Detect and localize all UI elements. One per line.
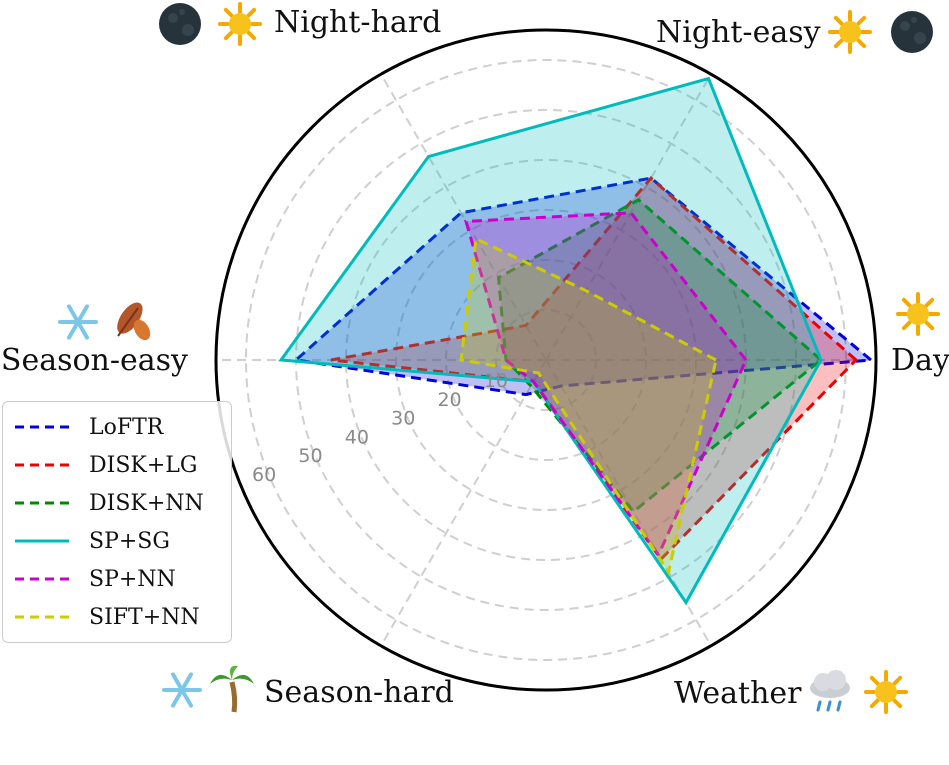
radar-series (278, 76, 875, 606)
sun-icon (864, 670, 908, 714)
legend: LoFTR DISK+LG DISK+NN SP+SG SP+NN SIFT+NN (2, 401, 232, 643)
legend-entry-sp-sg: SP+SG (13, 522, 221, 560)
grid-ring-1 (445, 259, 647, 461)
radial-tick-labels: 10 20 30 40 50 60 (252, 370, 508, 486)
axis-label-night-hard: Night-hard (274, 5, 441, 40)
series-polygon-sp-nn (464, 211, 748, 558)
legend-swatch (15, 577, 69, 581)
series-polygon-loftr (292, 176, 875, 397)
axis-label-weather: Weather (674, 676, 802, 711)
series-polygon-disk-lg (330, 175, 859, 562)
legend-swatch (15, 425, 69, 429)
legend-swatch (15, 463, 69, 467)
legend-entry-disk-nn: DISK+NN (13, 484, 221, 522)
axis-label-day: Day (891, 343, 949, 378)
axis-labels: Day Night-easy Night-hard Season-easy Season… (1, 2, 949, 714)
legend-label: SP+SG (89, 528, 170, 554)
axis-label-season-easy: Season-easy (1, 343, 188, 378)
tick-label-4: 50 (298, 445, 322, 467)
legend-entry-sift-nn: SIFT+NN (13, 598, 221, 636)
sun-icon (218, 2, 262, 46)
palm-tree-icon (210, 665, 254, 713)
tick-label-0: 10 (484, 370, 508, 392)
moon-icon (159, 3, 201, 45)
legend-label: DISK+NN (89, 490, 204, 516)
outer-ring (214, 28, 878, 692)
legend-swatch (15, 539, 69, 543)
legend-entry-sp-nn: SP+NN (13, 560, 221, 598)
legend-swatch (15, 501, 69, 505)
axis-label-season-hard: Season-hard (264, 675, 454, 710)
legend-label: SP+NN (89, 566, 176, 592)
series-polygon-sp-sg (278, 76, 823, 606)
legend-entry-disk-lg: DISK+LG (13, 446, 221, 484)
legend-label: SIFT+NN (89, 604, 200, 630)
sun-icon (828, 10, 872, 54)
axis-label-night-easy: Night-easy (656, 15, 821, 50)
legend-swatch (15, 615, 69, 619)
legend-label: LoFTR (89, 414, 164, 440)
tick-label-1: 20 (437, 389, 461, 411)
tick-label-2: 30 (391, 408, 415, 430)
snowflake-icon (162, 672, 202, 708)
grid-spoke-4 (380, 359, 547, 647)
tick-label-3: 40 (345, 426, 369, 448)
autumn-leaves-icon (117, 302, 151, 341)
grid-spoke-1 (545, 73, 712, 361)
rain-cloud-icon (810, 670, 850, 712)
grid-spoke-2 (380, 73, 547, 361)
series-polygon-sift-nn (459, 236, 718, 576)
sun-icon (896, 292, 940, 336)
tick-label-5: 60 (252, 464, 276, 486)
moon-icon (891, 11, 933, 53)
legend-label: DISK+LG (89, 452, 198, 478)
snowflake-icon (58, 304, 98, 340)
legend-entry-loftr: LoFTR (13, 408, 221, 446)
